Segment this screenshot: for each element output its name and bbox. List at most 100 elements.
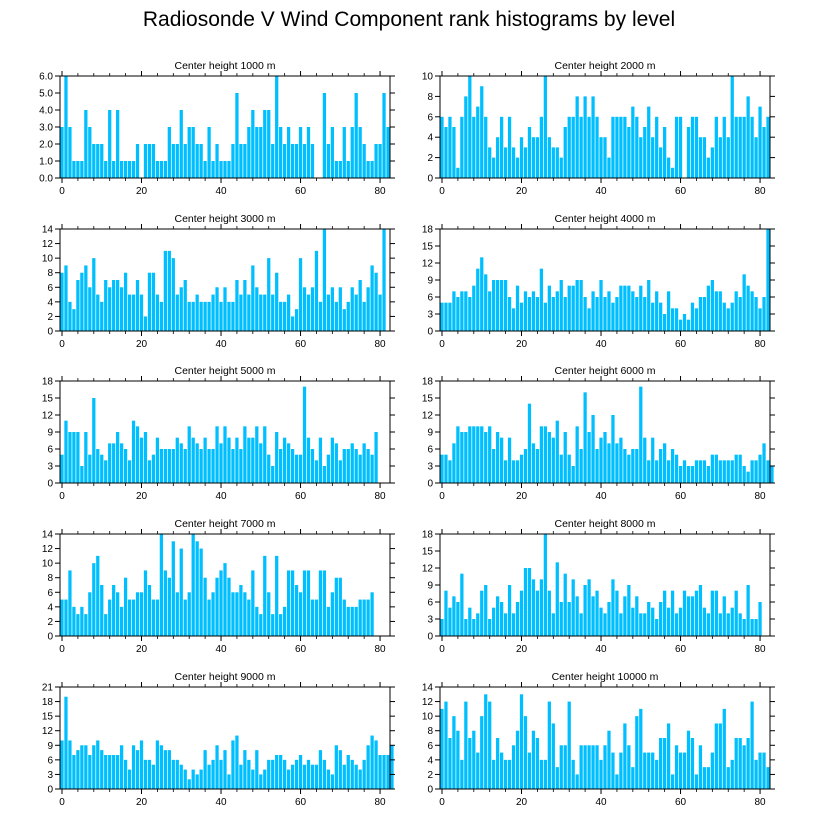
x-tick-label: 60: [675, 797, 687, 808]
panel-8: Center height 8000 m 0 20 40 60 80 0 3 6 9 12 15 18: [422, 518, 775, 655]
bar: [239, 764, 243, 789]
bar: [159, 534, 164, 636]
bar: [527, 752, 532, 789]
bar: [215, 745, 219, 789]
bar: [275, 432, 279, 483]
bar: [591, 596, 595, 636]
panel-title: Center height 9000 m: [175, 671, 276, 683]
bar: [92, 563, 96, 636]
bar: [666, 607, 671, 636]
bar: [523, 147, 528, 178]
bar: [496, 137, 500, 178]
bar: [64, 265, 68, 331]
bar: [199, 301, 203, 331]
bar: [730, 76, 734, 178]
y-tick-label: 0: [427, 479, 433, 490]
plot-frame: [59, 686, 391, 790]
bar: [175, 592, 179, 636]
bar: [639, 137, 643, 178]
bar: [551, 723, 555, 789]
y-tick-label: 10: [42, 254, 54, 265]
bar: [275, 755, 279, 789]
y-tick-label: 15: [42, 394, 54, 405]
bar: [342, 309, 346, 331]
bar: [215, 144, 219, 178]
bar: [76, 161, 80, 178]
bar: [603, 432, 607, 483]
panel-7: Center height 7000 m 0 20 40 60 80 0 2 4 6 8 10 12 14: [42, 518, 395, 655]
panel-title: Center height 5000 m: [175, 365, 276, 377]
bar: [674, 745, 679, 789]
bar: [551, 297, 555, 331]
bar: [155, 599, 160, 636]
bar: [468, 426, 472, 483]
bar: [342, 764, 346, 789]
bar: [120, 745, 124, 789]
bar: [358, 454, 362, 483]
bar: [452, 716, 456, 789]
bar: [195, 443, 199, 483]
bar: [543, 759, 547, 789]
bar: [663, 443, 667, 483]
bar: [511, 308, 516, 331]
bar: [195, 774, 199, 789]
panel-2: Center height 2000 m 0 20 40 60 80 0 2 4 6 8 10: [422, 60, 775, 197]
bar: [80, 466, 84, 483]
bar: [591, 745, 595, 789]
bar: [615, 443, 619, 483]
plot-frame: [59, 228, 391, 332]
bar: [131, 599, 136, 636]
bar: [223, 161, 227, 178]
bar: [730, 607, 734, 636]
bar: [579, 449, 583, 483]
bar: [139, 294, 144, 331]
bar: [88, 755, 92, 789]
x-tick-label: 40: [595, 644, 607, 655]
bar: [456, 602, 460, 636]
x-tick-label: 0: [59, 644, 65, 655]
y-tick-label: 0: [47, 327, 53, 338]
bar: [302, 144, 307, 178]
bar: [235, 93, 239, 178]
bar: [539, 579, 544, 636]
bar: [472, 426, 476, 483]
bar: [314, 250, 319, 331]
bar: [326, 144, 330, 178]
bar: [155, 294, 160, 331]
bar: [123, 577, 128, 636]
bar: [468, 297, 472, 331]
bar: [366, 161, 370, 178]
bar: [171, 144, 175, 178]
bar: [283, 759, 287, 789]
bar: [734, 590, 738, 636]
bar: [758, 602, 762, 636]
bar: [595, 297, 599, 331]
bar: [76, 432, 80, 483]
bar: [742, 116, 746, 178]
bar: [615, 297, 619, 331]
bar: [231, 449, 235, 483]
bar: [179, 287, 183, 331]
bar: [374, 144, 378, 178]
bar: [243, 592, 247, 636]
bar: [322, 93, 327, 178]
bar: [583, 585, 587, 636]
bar: [670, 308, 675, 331]
bar: [452, 596, 456, 636]
bar: [298, 454, 303, 483]
bar: [488, 701, 492, 789]
x-tick-label: 0: [439, 186, 445, 197]
bar: [559, 157, 563, 178]
bar: [464, 432, 468, 483]
bar: [515, 460, 520, 483]
bar: [96, 555, 100, 636]
bar: [666, 723, 671, 789]
bar: [726, 767, 730, 789]
bar: [104, 755, 108, 789]
bar: [635, 449, 639, 483]
bar: [171, 541, 175, 636]
bar: [535, 449, 540, 483]
bar: [84, 614, 88, 636]
bar: [567, 285, 571, 331]
bar: [147, 272, 152, 331]
